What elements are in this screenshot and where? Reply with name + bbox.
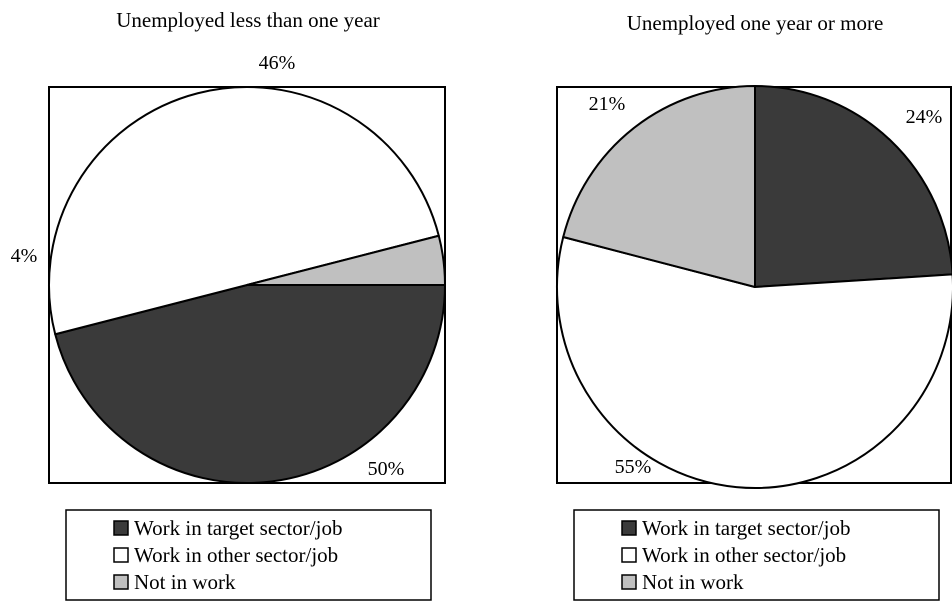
chart-right-data-labels: 24% 55% 21% [589,93,943,478]
chart-left-slice-not-in-work [246,234,446,286]
chart-right-label-work-in-target-sector-job: 24% [906,106,943,128]
chart-right-legend-label-work-in-target-sector-job: Work in target sector/job [642,516,850,540]
chart-left-slice-work-in-target-sector-job [54,284,446,484]
chart-left-legend-label-work-in-target-sector-job: Work in target sector/job [134,516,342,540]
chart-right: Unemployed one year or more 24% 55% 21% Wo… [556,11,952,601]
chart-left: Unemployed less than one year 46% 50% 4% W… [11,8,446,601]
chart-right-title: Unemployed one year or more [627,11,884,35]
chart-left-label-not-in-work: 4% [11,245,38,267]
chart-left-legend: Work in target sector/job Work in other s… [65,509,432,601]
chart-right-legend-label-not-in-work: Not in work [642,570,744,594]
chart-right-label-work-in-other-sector-job: 55% [615,456,652,478]
chart-left-title: Unemployed less than one year [116,8,380,32]
chart-right-legend-label-work-in-other-sector-job: Work in other sector/job [642,543,846,567]
chart-right-slice-work-in-other-sector-job [556,236,952,489]
chart-left-legend-label-not-in-work: Not in work [134,570,236,594]
chart-right-legend-swatch-not-in-work [621,574,637,590]
chart-left-legend-swatch-work-in-other-sector-job [113,547,129,563]
chart-right-legend-swatch-work-in-other-sector-job [621,547,637,563]
chart-right-legend: Work in target sector/job Work in other s… [573,509,940,601]
chart-left-legend-swatch-work-in-target-sector-job [113,520,129,536]
chart-right-legend-swatch-work-in-target-sector-job [621,520,637,536]
chart-left-slice-work-in-other-sector-job [48,86,440,336]
chart-left-legend-swatch-not-in-work [113,574,129,590]
chart-left-data-labels: 46% 50% 4% [11,52,405,480]
chart-left-label-work-in-other-sector-job: 50% [368,458,405,480]
chart-right-slice-not-in-work [562,85,756,288]
chart-right-label-not-in-work: 21% [589,93,626,115]
chart-right-slice-work-in-target-sector-job [754,85,952,288]
chart-left-legend-label-work-in-other-sector-job: Work in other sector/job [134,543,338,567]
chart-right-pie [556,85,952,489]
chart-left-pie [48,86,446,484]
chart-left-label-work-in-target-sector-job: 46% [259,52,296,74]
